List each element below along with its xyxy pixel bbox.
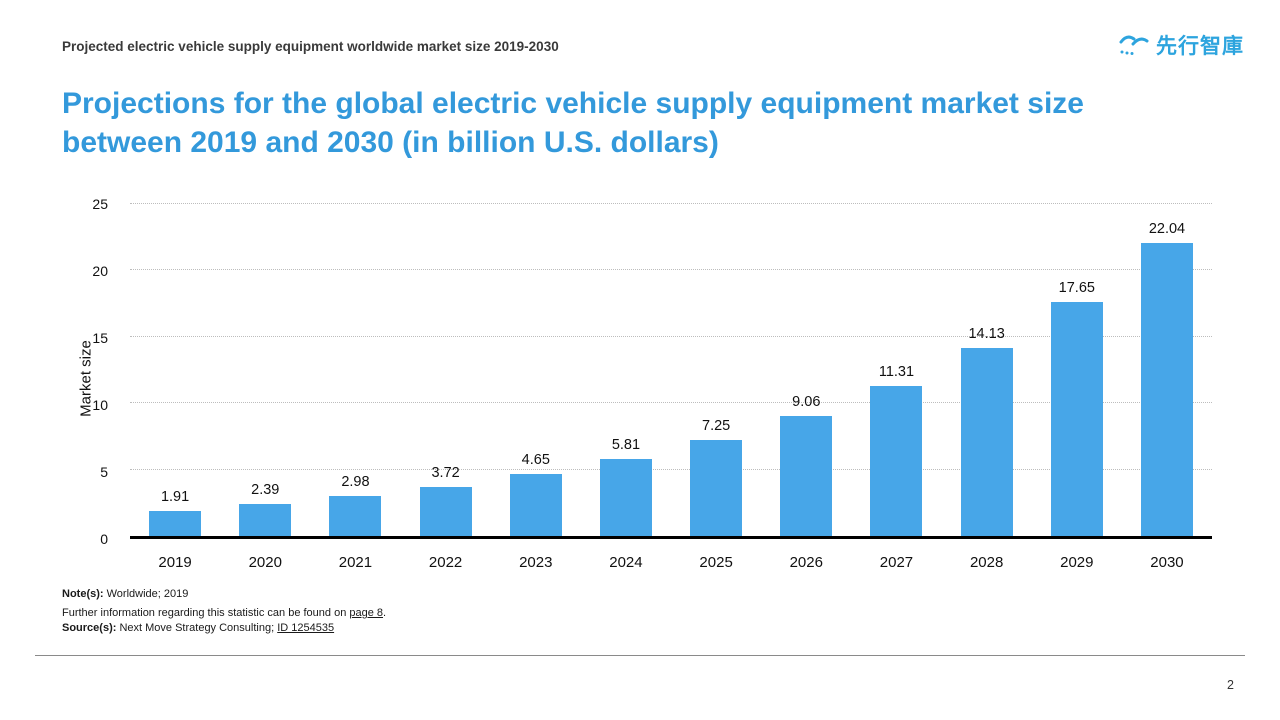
bar-value-label: 9.06 [792,393,821,410]
page-number: 2 [1227,678,1234,692]
bar-value-label: 22.04 [1148,221,1186,238]
bar-value-label: 2.39 [251,482,280,499]
bar-slot: 9.06 [761,204,851,536]
y-tick-label: 25 [92,196,108,212]
bars-row: 1.91 2.39 2.98 3.72 4.65 5.81 7.25 9.06 11.31 14.… [130,204,1212,536]
y-tick-label: 0 [100,531,108,547]
x-tick-label: 2019 [158,554,192,571]
x-tick-label: 2024 [609,554,643,571]
x-tick-label: 2029 [1060,554,1094,571]
bar-value-label: 3.72 [431,464,460,481]
bar-slot: 14.13 [942,204,1032,536]
note-text: Worldwide; 2019 [103,588,189,600]
gridline [130,402,1212,404]
x-tick-label: 2020 [248,554,282,571]
x-tick-label: 2027 [879,554,914,571]
footer-divider [35,655,1245,656]
bar [870,385,923,536]
x-tick-label: 2030 [1150,554,1184,571]
logo-text: 先行智庫 [1156,35,1244,58]
y-tick-label: 20 [92,263,108,279]
y-tick-label: 5 [100,464,108,480]
x-tick-label: 2022 [428,554,463,571]
bar-slot: 22.04 [1122,204,1212,536]
x-tick-label: 2023 [519,554,553,571]
bar [960,348,1013,536]
bar-slot: 3.72 [401,204,491,536]
bar-slot: 17.65 [1032,204,1122,536]
x-axis-labels: 2019 2020 2021 2022 2023 2024 2025 2026 2027 2028… [130,554,1212,571]
source-line: Source(s): Next Move Strategy Consulting… [62,621,386,636]
plot-area: 1.91 2.39 2.98 3.72 4.65 5.81 7.25 9.06 11.31 14.… [130,203,1212,539]
gridline [130,468,1212,470]
bar-value-label: 1.91 [160,488,190,505]
chart-subtitle: Projected electric vehicle supply equipm… [62,39,559,54]
bar-slot: 11.31 [851,204,941,536]
bar-value-label: 11.31 [878,363,915,380]
footer-notes: Note(s): Worldwide; 2019 Further informa… [62,587,386,636]
bar-slot: 1.91 [130,204,220,536]
bar [780,415,833,536]
bar-slot: 2.98 [310,204,400,536]
bar-value-label: 17.65 [1058,279,1095,296]
bar [509,474,562,536]
further-text: Further information regarding this stati… [62,606,350,619]
x-tick-label: 2021 [338,554,373,571]
y-axis-ticks: 0 5 10 15 20 25 [62,196,122,547]
gridline [130,335,1212,337]
bar [419,486,472,536]
bar [1050,301,1103,536]
bar [239,504,292,536]
bar-slot: 5.81 [581,204,671,536]
bar [149,510,202,536]
source-text: Next Move Strategy Consulting; [116,621,278,634]
bar-value-label: 5.81 [611,436,641,453]
bar-chart: Market size 0 5 10 15 20 25 1.91 2.39 2.98 3.72 4… [62,192,1214,592]
bar [690,439,743,536]
bar-value-label: 2.98 [341,474,370,491]
statistic-id-link[interactable]: ID 1254535 [277,621,335,634]
bar-value-label: 7.25 [702,417,731,434]
note-label: Note(s): [62,588,104,600]
page-8-link[interactable]: page 8 [349,606,384,619]
bar-slot: 7.25 [671,204,761,536]
bar-value-label: 14.13 [968,326,1005,343]
gridline [130,269,1212,271]
note-line: Note(s): Worldwide; 2019 [62,587,386,602]
gridline [130,203,1212,204]
x-tick-label: 2026 [789,554,823,571]
source-label: Source(s): [62,621,117,634]
further-line: Further information regarding this stati… [62,606,386,621]
logo: 先行智庫 [1119,30,1244,60]
x-tick-label: 2025 [699,554,733,571]
page-title: Projections for the global electric vehi… [62,87,1084,159]
bar [1140,243,1193,536]
bar [599,458,652,536]
further-period: . [383,606,387,619]
bar-slot: 2.39 [220,204,310,536]
bar [329,496,382,536]
logo-icon [1119,32,1149,58]
bar-slot: 4.65 [491,204,581,536]
y-tick-label: 10 [92,397,108,413]
bar-value-label: 4.65 [521,452,550,469]
x-tick-label: 2028 [969,554,1004,571]
y-tick-label: 15 [92,330,108,346]
